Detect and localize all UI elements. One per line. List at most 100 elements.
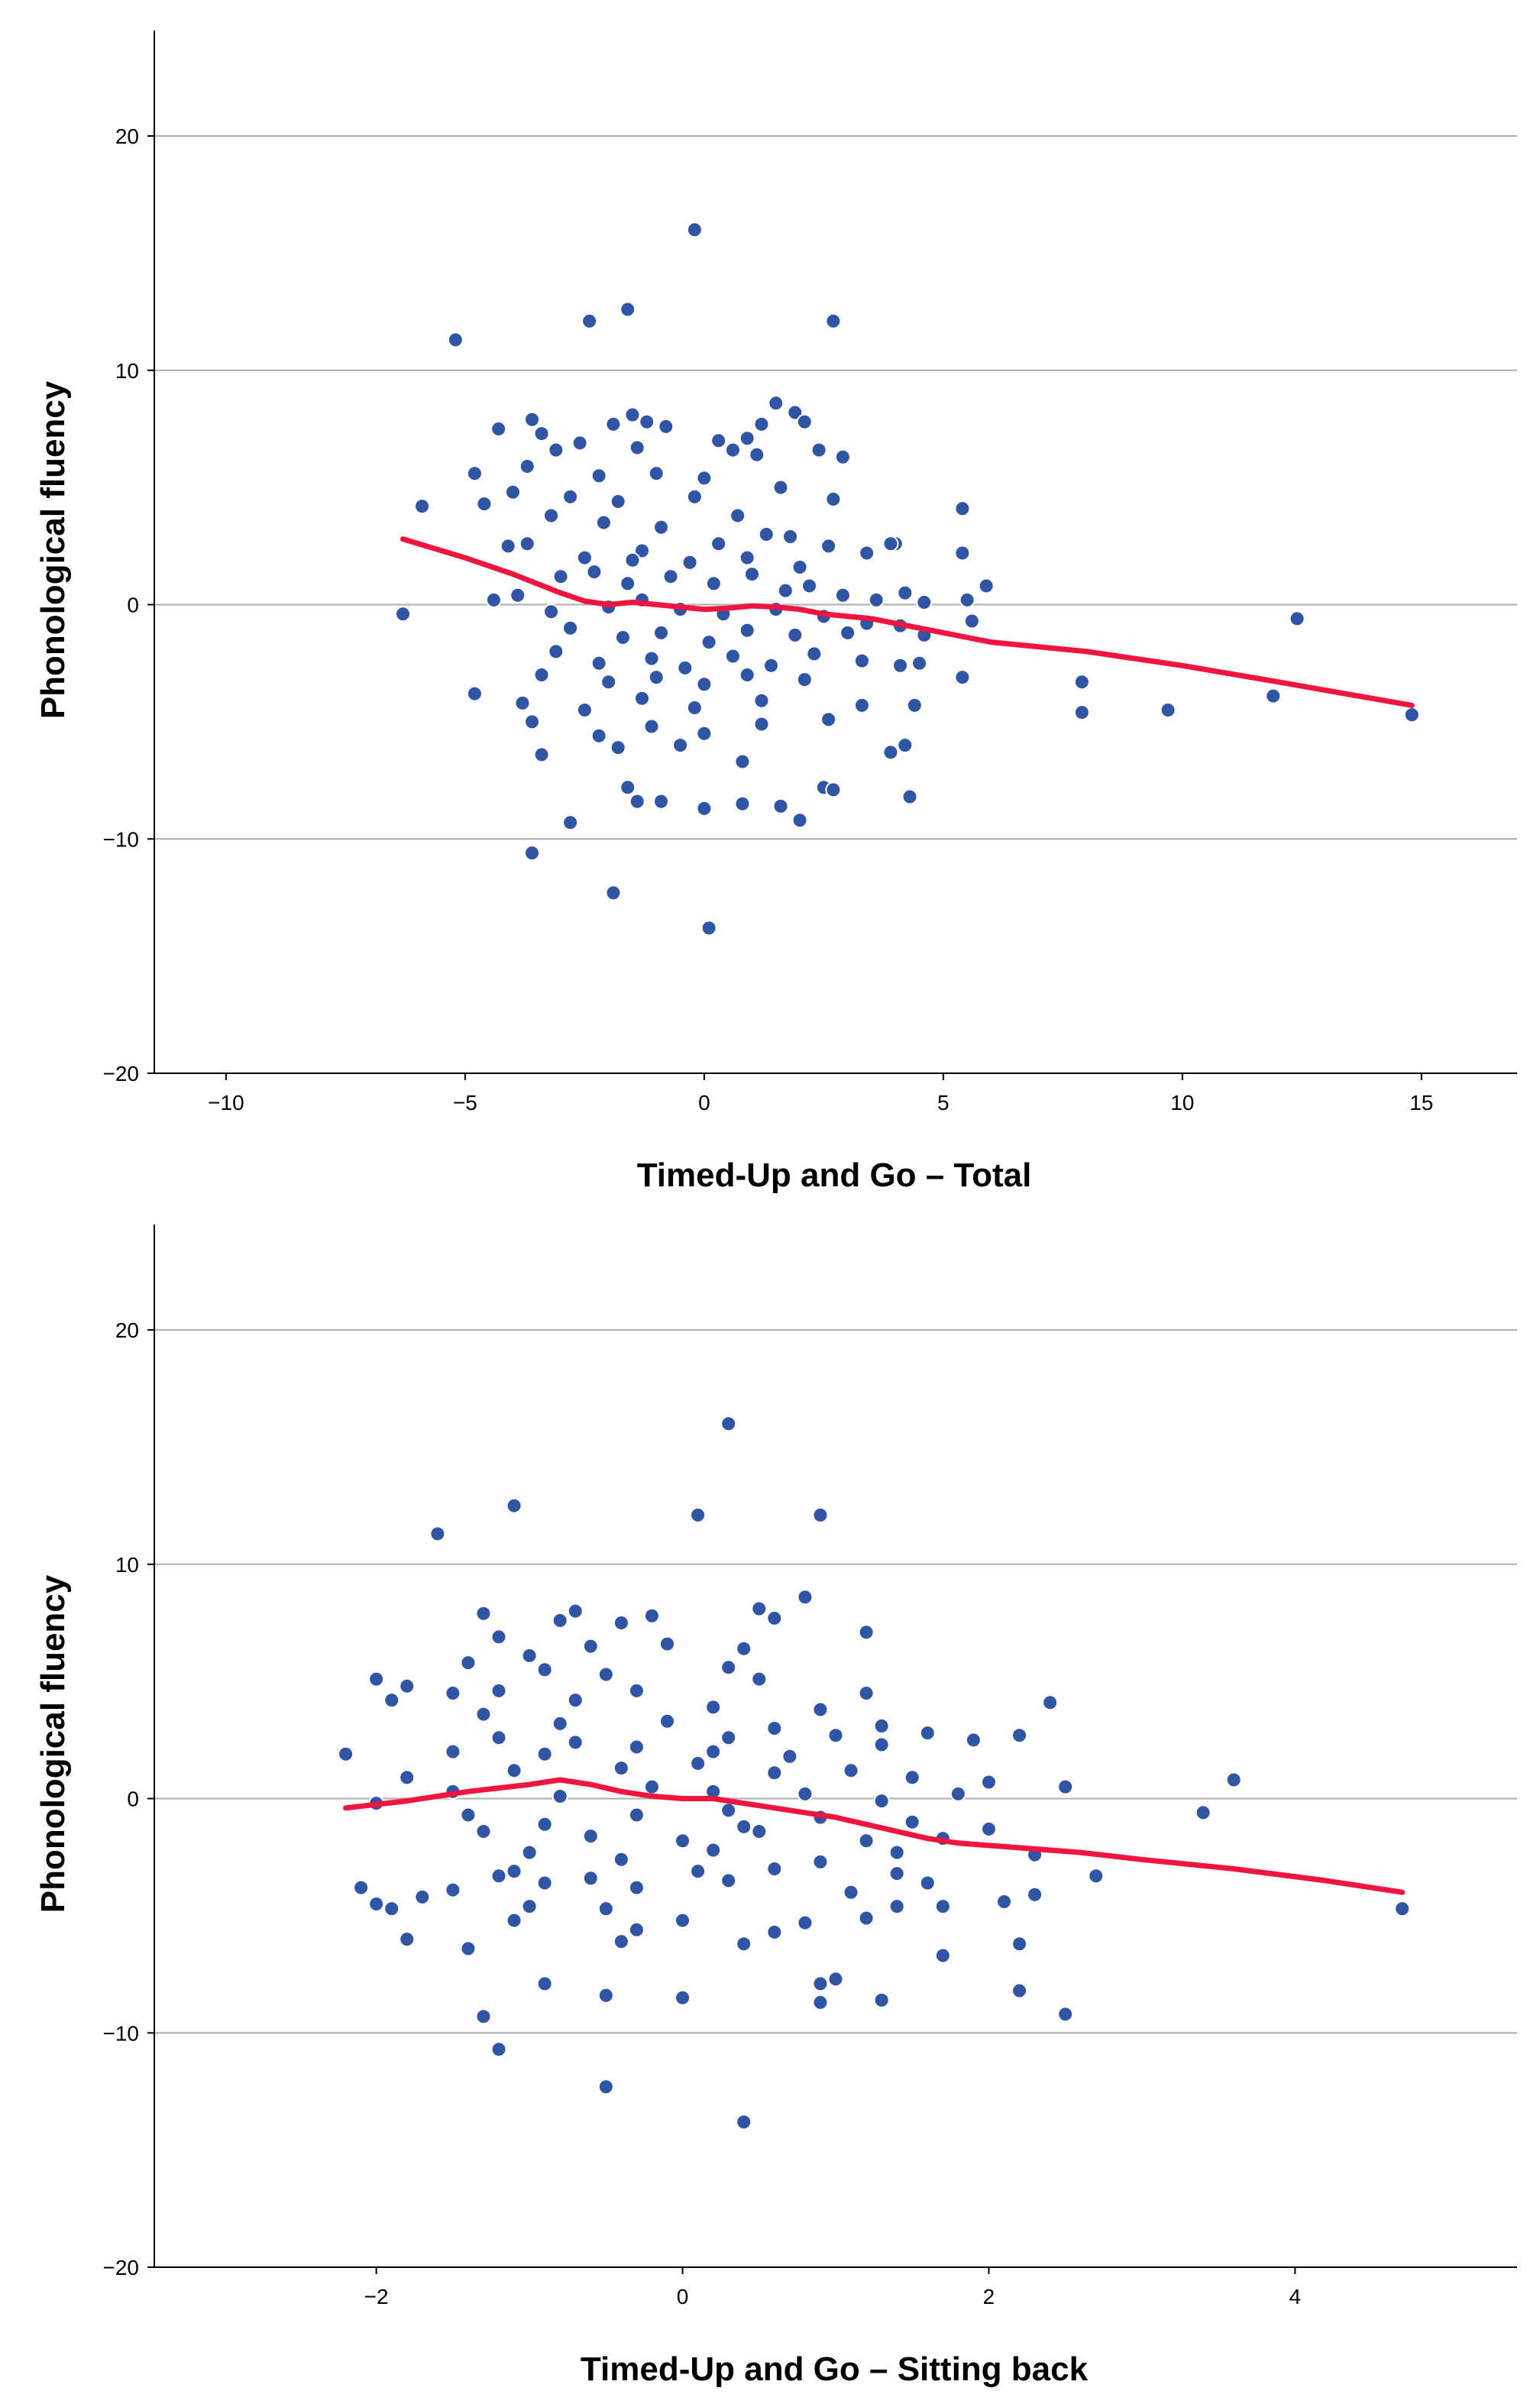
data-point <box>906 697 923 713</box>
data-point <box>834 587 851 603</box>
data-point <box>414 498 431 515</box>
data-point <box>605 416 622 432</box>
data-point <box>475 2008 492 2025</box>
data-point <box>429 1525 446 1542</box>
y-tick-label: 0 <box>127 594 139 617</box>
data-point <box>758 526 775 542</box>
data-point <box>919 1875 936 1891</box>
data-point <box>567 1734 584 1751</box>
x-tick-label: 5 <box>937 1091 950 1115</box>
data-point <box>696 800 713 817</box>
data-point <box>705 1842 722 1859</box>
data-point <box>781 1748 798 1765</box>
data-point <box>873 1736 890 1753</box>
data-point <box>475 1605 492 1622</box>
data-point <box>383 1901 400 1917</box>
data-point <box>633 542 650 559</box>
data-point <box>739 430 755 447</box>
data-point <box>690 1863 707 1880</box>
data-point <box>490 2041 507 2058</box>
data-point <box>766 1923 783 1940</box>
data-point <box>736 2114 752 2130</box>
x-tick-label: 2 <box>983 2285 995 2308</box>
data-point <box>506 1863 522 1880</box>
data-point <box>995 1893 1012 1910</box>
data-point <box>730 507 746 524</box>
data-point <box>690 1755 707 1772</box>
data-point <box>510 587 526 603</box>
data-point <box>519 458 535 475</box>
data-point <box>934 1947 951 1964</box>
data-point <box>677 659 694 676</box>
data-point <box>882 535 899 552</box>
data-point <box>519 535 535 552</box>
data-point <box>734 795 751 812</box>
data-point <box>1057 2006 1074 2023</box>
data-point <box>466 685 483 702</box>
data-point <box>950 1785 966 1802</box>
data-point <box>812 1701 829 1718</box>
data-point <box>613 1614 629 1631</box>
data-point <box>724 442 741 458</box>
data-point <box>919 1725 936 1742</box>
data-point <box>586 564 603 581</box>
data-point <box>620 301 636 318</box>
data-point <box>843 1884 859 1901</box>
x-tick-label: 10 <box>1170 1091 1194 1115</box>
data-point <box>853 652 870 669</box>
data-point <box>734 753 751 770</box>
data-point <box>445 1684 461 1701</box>
data-point <box>610 493 626 510</box>
data-point <box>873 1717 890 1734</box>
data-point <box>562 814 579 831</box>
data-point <box>567 1603 584 1619</box>
data-point <box>353 1879 370 1896</box>
data-point <box>533 425 550 442</box>
data-point <box>1394 1901 1411 1917</box>
data-point <box>827 1727 844 1744</box>
data-point <box>696 725 713 742</box>
data-point <box>777 582 794 599</box>
data-point <box>597 1987 614 2004</box>
data-point <box>643 1607 660 1624</box>
x-tick-label: −5 <box>453 1091 477 1115</box>
data-point <box>548 442 565 458</box>
data-point <box>700 920 717 937</box>
data-point <box>659 1635 676 1652</box>
fit-line <box>343 1777 1406 1895</box>
data-point <box>749 446 765 463</box>
data-point <box>901 788 918 805</box>
data-point <box>524 713 541 730</box>
data-point <box>743 566 760 583</box>
data-point <box>720 1415 737 1432</box>
data-point <box>597 1901 614 1917</box>
data-point <box>739 549 755 566</box>
data-point <box>562 488 579 505</box>
data-point <box>595 514 612 531</box>
data-point <box>796 413 813 430</box>
y-tick-label: 10 <box>115 1553 139 1577</box>
data-point <box>690 1506 707 1523</box>
data-point <box>552 1715 568 1732</box>
data-point <box>597 1666 614 1683</box>
data-point <box>620 779 636 796</box>
data-point <box>399 1931 416 1948</box>
y-axis-label: Phonological fluency <box>34 380 72 719</box>
data-point <box>395 606 412 623</box>
data-point <box>653 624 670 641</box>
data-point <box>868 591 885 608</box>
data-point <box>959 591 975 608</box>
data-point <box>1403 707 1420 723</box>
data-point <box>500 538 516 555</box>
data-point <box>639 413 655 430</box>
data-point <box>1195 1804 1212 1821</box>
data-point <box>600 674 617 691</box>
data-point <box>628 1739 645 1755</box>
data-point <box>720 1802 737 1819</box>
data-point <box>834 448 851 465</box>
data-point <box>911 655 928 671</box>
data-point <box>736 1640 752 1657</box>
data-point <box>954 669 971 686</box>
data-point <box>506 1912 522 1929</box>
data-point <box>597 2079 614 2095</box>
